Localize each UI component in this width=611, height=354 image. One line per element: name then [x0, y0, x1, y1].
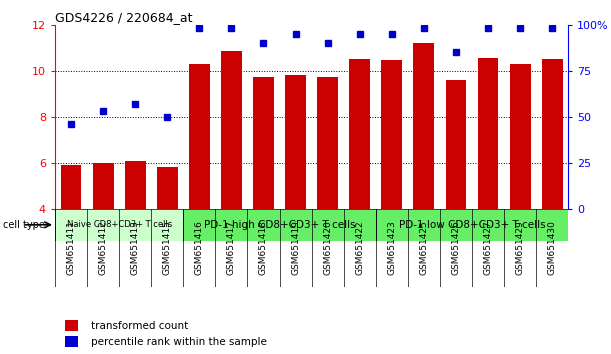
Text: GSM651423: GSM651423 — [387, 221, 397, 275]
Text: GSM651416: GSM651416 — [195, 220, 204, 275]
Text: Naive CD8+CD3+ T cells: Naive CD8+CD3+ T cells — [67, 220, 172, 229]
Bar — [381, 61, 402, 209]
Text: GSM651430: GSM651430 — [547, 220, 557, 275]
Text: GSM651426: GSM651426 — [452, 221, 461, 275]
Bar — [157, 167, 178, 209]
Bar — [253, 76, 274, 209]
Text: GSM651420: GSM651420 — [323, 221, 332, 275]
Text: GSM651413: GSM651413 — [131, 220, 140, 275]
Bar — [65, 336, 78, 347]
Text: GSM651419: GSM651419 — [291, 220, 300, 275]
Text: GSM651417: GSM651417 — [227, 220, 236, 275]
Text: PD-1 high CD8+CD3+ T cells: PD-1 high CD8+CD3+ T cells — [203, 220, 356, 230]
Bar — [183, 209, 376, 241]
Bar — [189, 64, 210, 209]
Text: GSM651429: GSM651429 — [516, 221, 525, 275]
Bar — [285, 75, 306, 209]
Text: GSM651422: GSM651422 — [355, 221, 364, 275]
Bar — [445, 80, 466, 209]
Bar — [60, 165, 81, 209]
Bar — [349, 59, 370, 209]
Text: GSM651415: GSM651415 — [163, 220, 172, 275]
Text: percentile rank within the sample: percentile rank within the sample — [91, 337, 267, 347]
Text: transformed count: transformed count — [91, 321, 188, 331]
Text: GSM651412: GSM651412 — [98, 221, 108, 275]
Bar — [125, 161, 145, 209]
Bar — [510, 64, 530, 209]
Text: GDS4226 / 220684_at: GDS4226 / 220684_at — [55, 11, 192, 24]
Text: GSM651418: GSM651418 — [259, 220, 268, 275]
Bar — [414, 43, 434, 209]
Bar — [542, 59, 563, 209]
Bar — [55, 209, 183, 241]
Text: GSM651425: GSM651425 — [419, 221, 428, 275]
Text: cell type: cell type — [3, 220, 45, 230]
Text: GSM651411: GSM651411 — [67, 220, 76, 275]
Bar — [65, 320, 78, 331]
Bar — [93, 163, 114, 209]
Bar — [376, 209, 568, 241]
Text: GSM651427: GSM651427 — [483, 221, 492, 275]
Bar — [221, 51, 242, 209]
Text: PD-1 low CD8+CD3+ T cells: PD-1 low CD8+CD3+ T cells — [399, 220, 545, 230]
Bar — [317, 76, 338, 209]
Bar — [478, 58, 499, 209]
